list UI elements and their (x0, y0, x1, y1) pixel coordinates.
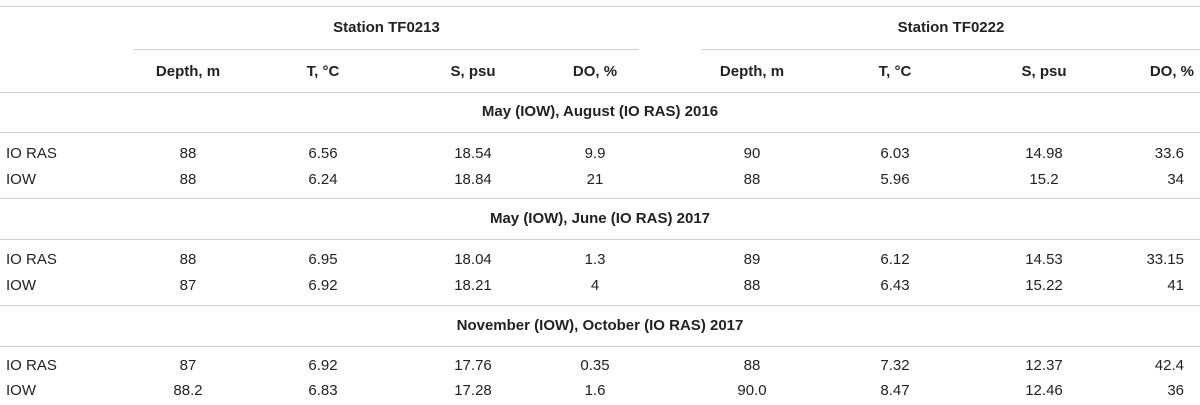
column-header-do-tf0213: DO, % (572, 63, 618, 80)
row-label: IOW (6, 277, 36, 294)
group-rule-tf0213 (134, 49, 639, 50)
table-cell: 1.3 (584, 251, 606, 268)
table-cell: 15.22 (1025, 277, 1063, 294)
table-cell: 87 (179, 357, 197, 374)
row-label: IOW (6, 382, 36, 399)
section-rule-3 (0, 346, 1200, 347)
table-cell: 14.53 (1025, 251, 1063, 268)
table-cell: 90 (743, 145, 761, 162)
table-cell: 36 (1167, 382, 1184, 399)
section-title: May (IOW), August (IO RAS) 2016 (481, 103, 719, 120)
group-header-tf0222: Station TF0222 (897, 19, 1005, 36)
column-header-temp-tf0222: T, °C (878, 63, 912, 80)
table-cell: 6.12 (880, 251, 910, 268)
section-title: May (IOW), June (IO RAS) 2017 (489, 210, 711, 227)
row-label: IO RAS (6, 357, 57, 374)
table-cell: 7.32 (880, 357, 910, 374)
section-title: November (IOW), October (IO RAS) 2017 (456, 317, 744, 334)
table-cell: 15.2 (1029, 171, 1059, 188)
table-cell: 8.47 (880, 382, 910, 399)
table-cell: 17.76 (454, 357, 492, 374)
table-cell: 14.98 (1025, 145, 1063, 162)
table-cell: 88 (179, 171, 197, 188)
table-cell: 17.28 (454, 382, 492, 399)
table-cell: 33.6 (1154, 145, 1184, 162)
table-cell: 6.92 (308, 277, 338, 294)
row-label: IO RAS (6, 251, 57, 268)
table-cell: 6.83 (308, 382, 338, 399)
table-cell: 41 (1167, 277, 1184, 294)
section-end-rule-2 (0, 305, 1200, 306)
section-end-rule-1 (0, 198, 1200, 199)
table-cell: 18.21 (454, 277, 492, 294)
table-cell: 6.43 (880, 277, 910, 294)
section-rule-2 (0, 239, 1200, 240)
table-cell: 88 (179, 145, 197, 162)
table-cell: 42.4 (1154, 357, 1184, 374)
table-cell: 6.24 (308, 171, 338, 188)
table-cell: 18.54 (454, 145, 492, 162)
table-cell: 88 (743, 357, 761, 374)
header-rule (0, 92, 1200, 93)
table-cell: 18.84 (454, 171, 492, 188)
table-cell: 88.2 (173, 382, 203, 399)
group-rule-tf0222 (702, 49, 1200, 50)
table-cell: 33.15 (1146, 251, 1184, 268)
table-cell: 88 (179, 251, 197, 268)
column-header-salinity-tf0213: S, psu (450, 63, 496, 80)
table-cell: 5.96 (880, 171, 910, 188)
table-cell: 6.92 (308, 357, 338, 374)
column-header-depth-tf0222: Depth, m (719, 63, 785, 80)
table-cell: 6.03 (880, 145, 910, 162)
table-cell: 1.6 (584, 382, 606, 399)
column-header-depth-tf0213: Depth, m (155, 63, 221, 80)
table-cell: 90.0 (737, 382, 767, 399)
table-cell: 88 (743, 277, 761, 294)
column-header-salinity-tf0222: S, psu (1021, 63, 1067, 80)
row-label: IOW (6, 171, 36, 188)
table-cell: 21 (586, 171, 604, 188)
section-rule-1 (0, 132, 1200, 133)
row-label: IO RAS (6, 145, 57, 162)
table-cell: 89 (743, 251, 761, 268)
column-header-do-tf0222: DO, % (1149, 63, 1194, 80)
table-cell: 18.04 (454, 251, 492, 268)
table-cell: 12.46 (1025, 382, 1063, 399)
table-cell: 4 (590, 277, 600, 294)
table-cell: 6.56 (308, 145, 338, 162)
table-cell: 87 (179, 277, 197, 294)
table-cell: 6.95 (308, 251, 338, 268)
column-header-temp-tf0213: T, °C (306, 63, 340, 80)
table-cell: 34 (1167, 171, 1184, 188)
table-cell: 9.9 (584, 145, 606, 162)
table-cell: 88 (743, 171, 761, 188)
table-cell: 0.35 (580, 357, 610, 374)
group-header-tf0213: Station TF0213 (333, 19, 440, 36)
table-cell: 12.37 (1025, 357, 1063, 374)
top-rule (0, 6, 1200, 7)
